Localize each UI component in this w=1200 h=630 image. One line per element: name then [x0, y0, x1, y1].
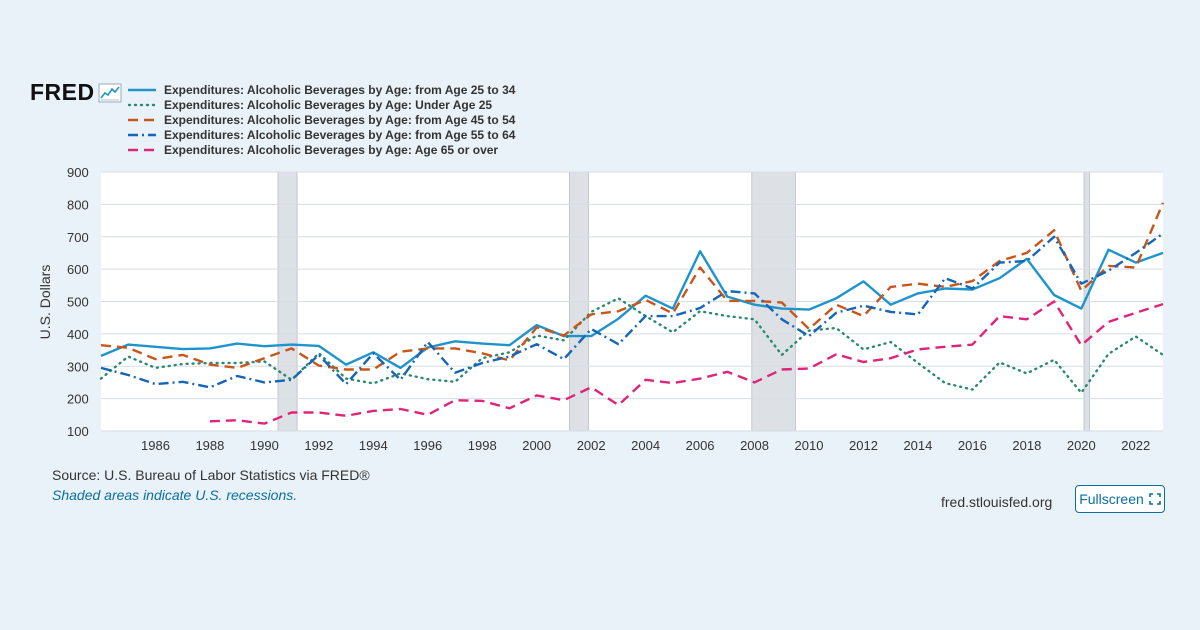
x-tick-label: 1992 [304, 438, 333, 453]
x-tick-label: 1988 [195, 438, 224, 453]
line-chart: 100 200 300 400 500 600 700 800 900 1986 1988 1990… [37, 165, 1165, 453]
legend-label: Expenditures: Alcoholic Beverages by Age… [164, 97, 493, 112]
x-tick-label: 2008 [740, 438, 769, 453]
chart-legend: Expenditures: Alcoholic Beverages by Age… [128, 82, 515, 157]
legend-item[interactable]: Expenditures: Alcoholic Beverages by Age… [128, 142, 515, 157]
y-tick-label: 200 [67, 392, 89, 407]
legend-label: Expenditures: Alcoholic Beverages by Age… [164, 127, 516, 142]
x-tick-label: 1994 [359, 438, 388, 453]
x-tick-label: 1990 [250, 438, 279, 453]
y-axis-label: U.S. Dollars [37, 265, 53, 340]
y-tick-label: 500 [67, 295, 89, 310]
fullscreen-label: Fullscreen [1079, 491, 1144, 507]
legend-swatch-under-25 [128, 103, 156, 106]
source-text: Source: U.S. Bureau of Labor Statistics … [52, 467, 370, 483]
x-tick-label: 1998 [468, 438, 497, 453]
legend-swatch-55-64 [128, 133, 156, 136]
y-tick-label: 300 [67, 359, 89, 374]
legend-label: Expenditures: Alcoholic Beverages by Age… [164, 142, 499, 157]
fred-logo: FRED [30, 79, 122, 106]
line-chart-icon [98, 83, 122, 102]
recession-note: Shaded areas indicate U.S. recessions. [52, 487, 298, 503]
x-tick-label: 2010 [795, 438, 824, 453]
fullscreen-icon [1148, 493, 1161, 505]
x-tick-label: 2018 [1012, 438, 1041, 453]
series-line-2[interactable] [100, 202, 1165, 371]
x-tick-label: 1996 [413, 438, 442, 453]
x-tick-label: 2004 [631, 438, 660, 453]
x-tick-label: 2006 [686, 438, 715, 453]
series-line-4[interactable] [209, 300, 1164, 425]
legend-item[interactable]: Expenditures: Alcoholic Beverages by Age… [128, 112, 515, 127]
legend-item[interactable]: Expenditures: Alcoholic Beverages by Age… [128, 82, 515, 97]
legend-swatch-45-54 [128, 118, 156, 121]
x-tick-label: 2016 [958, 438, 987, 453]
series-line-0[interactable] [100, 248, 1164, 370]
x-tick-label: 2002 [577, 438, 606, 453]
fred-logo-text: FRED [30, 79, 95, 105]
x-tick-label: 2022 [1121, 438, 1150, 453]
x-tick-label: 2014 [903, 438, 932, 453]
site-url[interactable]: fred.stlouisfed.org [941, 494, 1053, 510]
series-line-3[interactable] [100, 232, 1164, 389]
y-tick-label: 900 [67, 165, 89, 180]
y-tick-label: 100 [67, 424, 89, 439]
y-tick-label: 600 [67, 262, 89, 277]
x-tick-label: 2020 [1067, 438, 1096, 453]
legend-item[interactable]: Expenditures: Alcoholic Beverages by Age… [128, 127, 515, 142]
y-tick-label: 700 [67, 230, 89, 245]
y-tick-label: 400 [67, 327, 89, 342]
x-tick-label: 1986 [141, 438, 170, 453]
x-tick-label: 2000 [522, 438, 551, 453]
legend-label: Expenditures: Alcoholic Beverages by Age… [164, 112, 516, 127]
legend-item[interactable]: Expenditures: Alcoholic Beverages by Age… [128, 97, 515, 112]
legend-swatch-65-over [128, 148, 156, 151]
legend-swatch-25-34 [128, 88, 156, 91]
series-line-1[interactable] [99, 297, 1165, 394]
y-tick-label: 800 [67, 197, 89, 212]
x-tick-label: 2012 [849, 438, 878, 453]
fullscreen-button[interactable]: Fullscreen [1075, 485, 1165, 513]
legend-label: Expenditures: Alcoholic Beverages by Age… [164, 82, 516, 97]
